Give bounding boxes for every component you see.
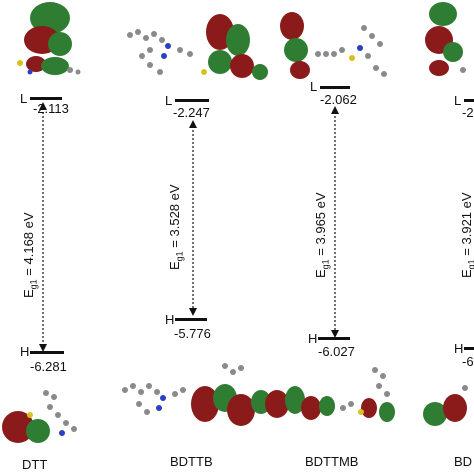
bdttmb-gap-sub: g1 <box>320 259 331 270</box>
bd-gap-sub: g1 <box>466 259 474 270</box>
dtt-homo-level <box>30 351 64 354</box>
bdttb-homo-label: H <box>165 312 175 327</box>
bdttmb-gap-prefix: E <box>313 269 328 278</box>
dtt-homo-label: H <box>20 344 30 359</box>
bd-lumo-label: L <box>454 93 462 108</box>
bd-homo-value: -6 <box>462 354 474 369</box>
bdttb-gap-text: = 3.528 eV <box>167 184 182 252</box>
bdttb-lumo-value: -2.247 <box>173 105 210 120</box>
bdttmb-gap-label: Eg1 = 3.965 eV <box>313 192 331 278</box>
dtt-homo-value: -6.281 <box>30 359 67 374</box>
bdttmb-gap-text: = 3.965 eV <box>313 192 328 260</box>
bdttmb-lumo-level <box>320 86 350 89</box>
dtt-gap-arrow <box>39 102 47 352</box>
bdttb-homo-level <box>175 318 207 321</box>
dtt-gap-sub: g1 <box>28 279 39 290</box>
bd-gap-text: = 3.921 eV <box>459 192 474 260</box>
bd-lumo-level <box>464 99 474 102</box>
bd-lumo-value: -2 <box>462 105 474 120</box>
bdttb-gap-label: Eg1 = 3.528 eV <box>167 184 185 270</box>
bd-lumo-orbital <box>425 2 466 76</box>
bdttb-homo-orbital <box>122 363 271 426</box>
bd-homo-orbital <box>423 385 468 426</box>
bd-homo-label: H <box>454 341 464 356</box>
bdttb-gap-sub: g1 <box>174 251 185 262</box>
bdttb-name: BDTTB <box>170 454 213 469</box>
bdttmb-name: BDTTMB <box>305 454 359 469</box>
bdttmb-homo-label: H <box>308 331 318 346</box>
bd-homo-level <box>464 347 474 350</box>
bdttmb-lumo-value: -2.062 <box>320 92 357 107</box>
bdttb-lumo-label: L <box>165 93 173 108</box>
dtt-lumo-label: L <box>20 91 28 106</box>
bdttmb-lumo-orbital <box>280 12 387 79</box>
dtt-gap-prefix: E <box>21 289 36 298</box>
bdttb-lumo-level <box>175 99 209 102</box>
dtt-gap-label: Eg1 = 4.168 eV <box>21 212 39 298</box>
bd-gap-prefix: E <box>459 269 474 278</box>
dtt-lumo-level <box>30 97 62 100</box>
dtt-gap-text: = 4.168 eV <box>21 212 36 280</box>
bd-gap-label: Eg1 = 3.921 eV <box>459 192 474 278</box>
dtt-name: DTT <box>22 457 48 472</box>
bd-name: BD <box>454 454 473 469</box>
dtt-homo-orbital <box>2 390 77 443</box>
bdttmb-homo-value: -6.027 <box>318 344 355 359</box>
bdttb-gap-arrow <box>189 120 197 316</box>
bdttb-homo-value: -5.776 <box>174 326 211 341</box>
bdttb-gap-prefix: E <box>167 261 182 270</box>
bdttmb-lumo-label: L <box>310 79 318 94</box>
bdttmb-gap-arrow <box>331 106 339 338</box>
bdttmb-homo-level <box>318 337 350 340</box>
dtt-lumo-orbital <box>17 2 81 75</box>
bdttmb-homo-orbital <box>265 367 395 422</box>
bdttb-lumo-orbital <box>127 14 268 80</box>
